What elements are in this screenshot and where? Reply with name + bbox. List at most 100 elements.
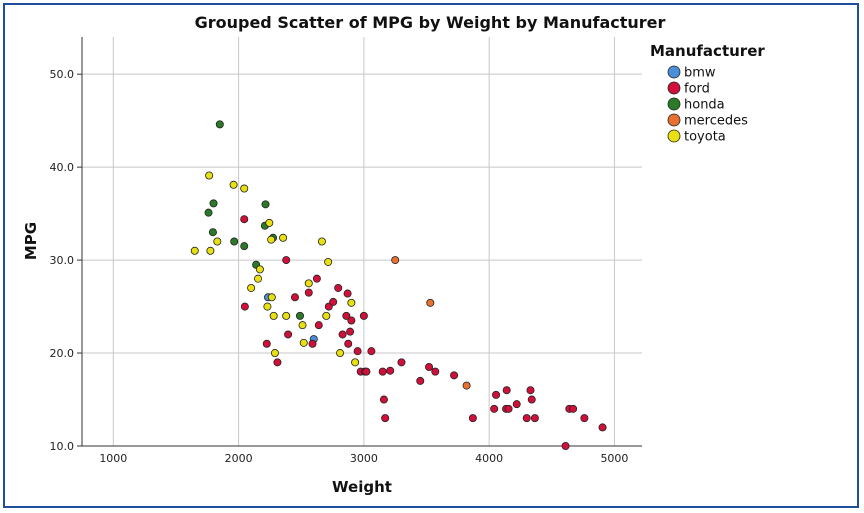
point-ford bbox=[416, 376, 425, 385]
point-honda bbox=[261, 200, 270, 209]
point-honda bbox=[204, 208, 213, 217]
y-tick-label: 30.0 bbox=[50, 254, 75, 267]
point-toyota bbox=[322, 311, 331, 320]
point-toyota bbox=[269, 311, 278, 320]
point-ford bbox=[530, 414, 539, 423]
point-toyota bbox=[351, 358, 360, 367]
y-tick-label: 20.0 bbox=[50, 347, 75, 360]
point-ford bbox=[512, 400, 521, 409]
point-toyota bbox=[213, 237, 222, 246]
point-ford bbox=[347, 316, 356, 325]
point-ford bbox=[290, 293, 299, 302]
y-tick-label: 50.0 bbox=[50, 68, 75, 81]
point-ford bbox=[338, 330, 347, 339]
point-ford bbox=[504, 404, 513, 413]
point-ford bbox=[273, 358, 282, 367]
point-ford bbox=[308, 339, 317, 348]
legend-label-bmw: bmw bbox=[684, 66, 716, 81]
point-toyota bbox=[299, 338, 308, 347]
legend-title: Manufacturer bbox=[650, 42, 765, 60]
point-ford bbox=[240, 215, 249, 224]
point-toyota bbox=[190, 246, 199, 255]
point-ford bbox=[367, 347, 376, 356]
point-ford bbox=[431, 367, 440, 376]
point-ford bbox=[344, 339, 353, 348]
y-axis-title: MPG bbox=[22, 222, 40, 260]
point-ford bbox=[492, 390, 501, 399]
point-toyota bbox=[298, 321, 307, 330]
point-ford bbox=[346, 327, 355, 336]
legend-label-toyota: toyota bbox=[684, 130, 726, 145]
point-ford bbox=[240, 302, 249, 311]
grid-lines bbox=[82, 37, 642, 447]
point-ford bbox=[362, 367, 371, 376]
point-honda bbox=[230, 237, 239, 246]
point-honda bbox=[295, 311, 304, 320]
y-tick-label: 40.0 bbox=[50, 161, 75, 174]
point-toyota bbox=[267, 293, 276, 302]
data-points bbox=[190, 120, 607, 450]
point-ford bbox=[569, 404, 578, 413]
point-ford bbox=[334, 283, 343, 292]
legend-marker-bmw bbox=[667, 65, 681, 79]
point-ford bbox=[378, 367, 387, 376]
point-ford bbox=[284, 330, 293, 339]
point-toyota bbox=[265, 218, 274, 227]
point-toyota bbox=[304, 279, 313, 288]
point-ford bbox=[304, 288, 313, 297]
point-ford bbox=[397, 358, 406, 367]
point-ford bbox=[527, 395, 536, 404]
point-ford bbox=[379, 395, 388, 404]
point-ford bbox=[468, 414, 477, 423]
point-toyota bbox=[263, 302, 272, 311]
x-axis-ticks: 1000 2000 3000 4000 5000 bbox=[99, 452, 628, 465]
point-honda bbox=[208, 228, 217, 237]
legend-label-mercedes: mercedes bbox=[684, 114, 748, 129]
point-ford bbox=[490, 404, 499, 413]
point-mercedes bbox=[391, 256, 400, 265]
chart-title: Grouped Scatter of MPG by Weight by Manu… bbox=[195, 13, 666, 32]
point-toyota bbox=[279, 233, 288, 242]
point-ford bbox=[312, 274, 321, 283]
point-ford bbox=[282, 256, 291, 265]
x-tick-label: 3000 bbox=[350, 452, 378, 465]
y-axis-ticks: 10.0 20.0 30.0 40.0 50.0 bbox=[50, 68, 82, 453]
x-tick-label: 1000 bbox=[99, 452, 127, 465]
point-toyota bbox=[240, 184, 249, 193]
point-toyota bbox=[267, 235, 276, 244]
point-ford bbox=[314, 321, 323, 330]
point-toyota bbox=[206, 246, 215, 255]
point-toyota bbox=[324, 257, 333, 266]
point-honda bbox=[240, 242, 249, 251]
y-tick-label: 10.0 bbox=[50, 440, 75, 453]
point-toyota bbox=[347, 298, 356, 307]
point-ford bbox=[343, 289, 352, 298]
point-toyota bbox=[270, 349, 279, 358]
axes bbox=[81, 37, 642, 447]
point-ford bbox=[353, 347, 362, 356]
legend-label-honda: honda bbox=[684, 98, 725, 113]
chart-frame bbox=[3, 3, 859, 508]
point-ford bbox=[580, 414, 589, 423]
point-ford bbox=[386, 366, 395, 375]
legend-marker-toyota bbox=[667, 129, 681, 143]
point-honda bbox=[215, 120, 224, 129]
legend-marker-mercedes bbox=[667, 113, 681, 127]
point-ford bbox=[262, 339, 271, 348]
point-toyota bbox=[282, 311, 291, 320]
point-toyota bbox=[317, 237, 326, 246]
point-ford bbox=[359, 311, 368, 320]
point-toyota bbox=[336, 349, 345, 358]
x-tick-label: 5000 bbox=[600, 452, 628, 465]
point-ford bbox=[561, 441, 570, 450]
point-ford bbox=[598, 423, 607, 432]
x-tick-label: 2000 bbox=[225, 452, 253, 465]
legend-label-ford: ford bbox=[684, 82, 710, 97]
point-mercedes bbox=[426, 298, 435, 307]
point-ford bbox=[450, 371, 459, 380]
point-ford bbox=[342, 311, 351, 320]
x-tick-label: 4000 bbox=[475, 452, 503, 465]
legend-marker-honda bbox=[667, 97, 681, 111]
